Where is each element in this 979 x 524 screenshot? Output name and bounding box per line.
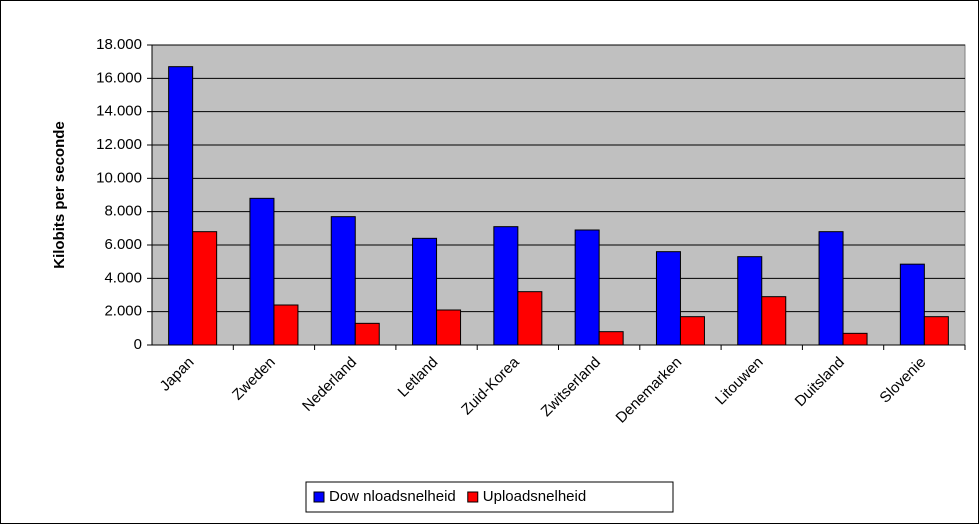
bar [574, 229, 600, 346]
bar [517, 291, 543, 346]
legend-label: Uploadsnelheid [483, 488, 586, 505]
bar [330, 216, 356, 346]
bar [436, 309, 462, 346]
bar [273, 304, 299, 346]
legend-label: Dow nloadsnelheid [329, 488, 456, 505]
legend-swatch [467, 491, 479, 503]
bar [249, 197, 275, 346]
bar [168, 66, 194, 346]
bar [842, 332, 868, 346]
bar [679, 316, 705, 346]
bar [598, 331, 624, 346]
y-tick-label: 10.000 [96, 169, 142, 186]
y-tick-label: 18.000 [96, 36, 142, 53]
bar [761, 296, 787, 346]
bar [412, 237, 438, 346]
bar [493, 226, 519, 346]
y-tick-label: 4.000 [104, 269, 142, 286]
y-tick-label: 2.000 [104, 303, 142, 320]
bar [818, 231, 844, 346]
bar [899, 263, 925, 346]
bar [354, 322, 380, 346]
y-tick-label: 6.000 [104, 236, 142, 253]
y-tick-label: 16.000 [96, 69, 142, 86]
y-tick-label: 14.000 [96, 103, 142, 120]
y-axis-label: Kilobits per seconde [51, 121, 68, 269]
legend-box [305, 481, 674, 513]
bar [737, 256, 763, 346]
y-tick-label: 8.000 [104, 203, 142, 220]
bar [655, 251, 681, 346]
bar [192, 231, 218, 346]
bar [923, 316, 949, 346]
legend-swatch [313, 491, 325, 503]
y-tick-label: 12.000 [96, 136, 142, 153]
y-tick-label: 0 [134, 336, 142, 353]
